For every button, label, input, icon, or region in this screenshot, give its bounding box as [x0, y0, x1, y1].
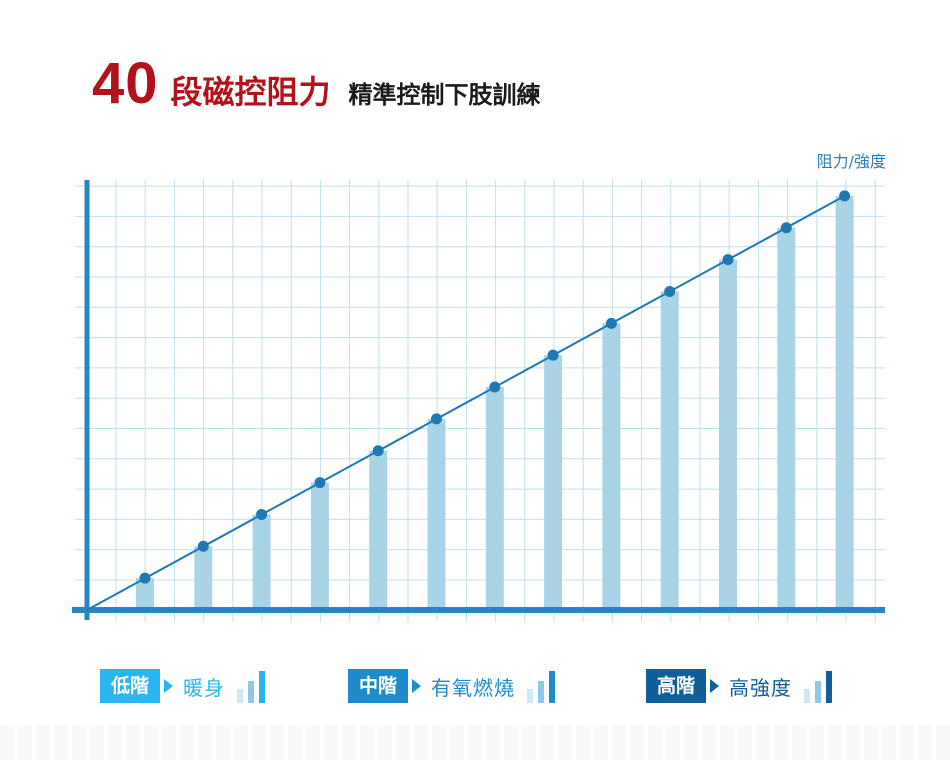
arrow-right-icon [710, 679, 720, 693]
signal-bars-icon [237, 669, 270, 703]
data-point [489, 381, 501, 393]
bar [310, 482, 329, 610]
legend-mid-text: 有氧燃燒 [431, 675, 516, 700]
bar [194, 546, 213, 610]
trend-line [86, 195, 846, 611]
data-point [605, 317, 617, 329]
data-point [197, 540, 209, 552]
signal-bars-icon [804, 669, 837, 703]
legend-low: 低階 暖身 [100, 668, 270, 704]
data-point [722, 254, 734, 266]
bar [252, 514, 271, 610]
data-point [314, 477, 326, 489]
title-main: 段磁控阻力 [170, 73, 331, 111]
data-point [547, 349, 559, 361]
bar [544, 355, 563, 610]
arrow-right-icon [412, 679, 422, 693]
bar [719, 259, 737, 610]
legend-low-tag: 低階 [100, 669, 161, 703]
bar [427, 418, 446, 610]
data-point [372, 445, 384, 457]
legend-high-text: 高強度 [729, 675, 793, 700]
resistance-chart [72, 180, 885, 622]
data-point [780, 222, 792, 234]
bar [835, 195, 854, 611]
legend-high-tag: 高階 [646, 669, 707, 703]
signal-bars-icon [527, 669, 560, 703]
arrow-right-icon [164, 679, 174, 693]
legend-mid-tag: 中階 [348, 669, 409, 703]
bar [369, 450, 388, 610]
data-point [139, 572, 151, 584]
legend-high: 高階 高強度 [646, 668, 837, 704]
data-point [664, 285, 676, 297]
page-title: 40 段磁控阻力 精準控制下肢訓練 [92, 50, 541, 120]
data-point [431, 413, 442, 425]
data-point [256, 508, 268, 520]
bar [602, 323, 621, 610]
y-axis-label: 阻力/強度 [816, 152, 886, 171]
data-point [839, 190, 851, 202]
bar [136, 578, 154, 610]
legend-mid: 中階 有氧燃燒 [348, 668, 560, 704]
bar [777, 227, 796, 610]
footer-band [0, 725, 950, 760]
bar [485, 387, 504, 610]
title-number: 40 [92, 51, 159, 116]
bar [660, 291, 679, 610]
legend-low-text: 暖身 [183, 675, 226, 700]
title-subtitle: 精準控制下肢訓練 [348, 81, 541, 109]
